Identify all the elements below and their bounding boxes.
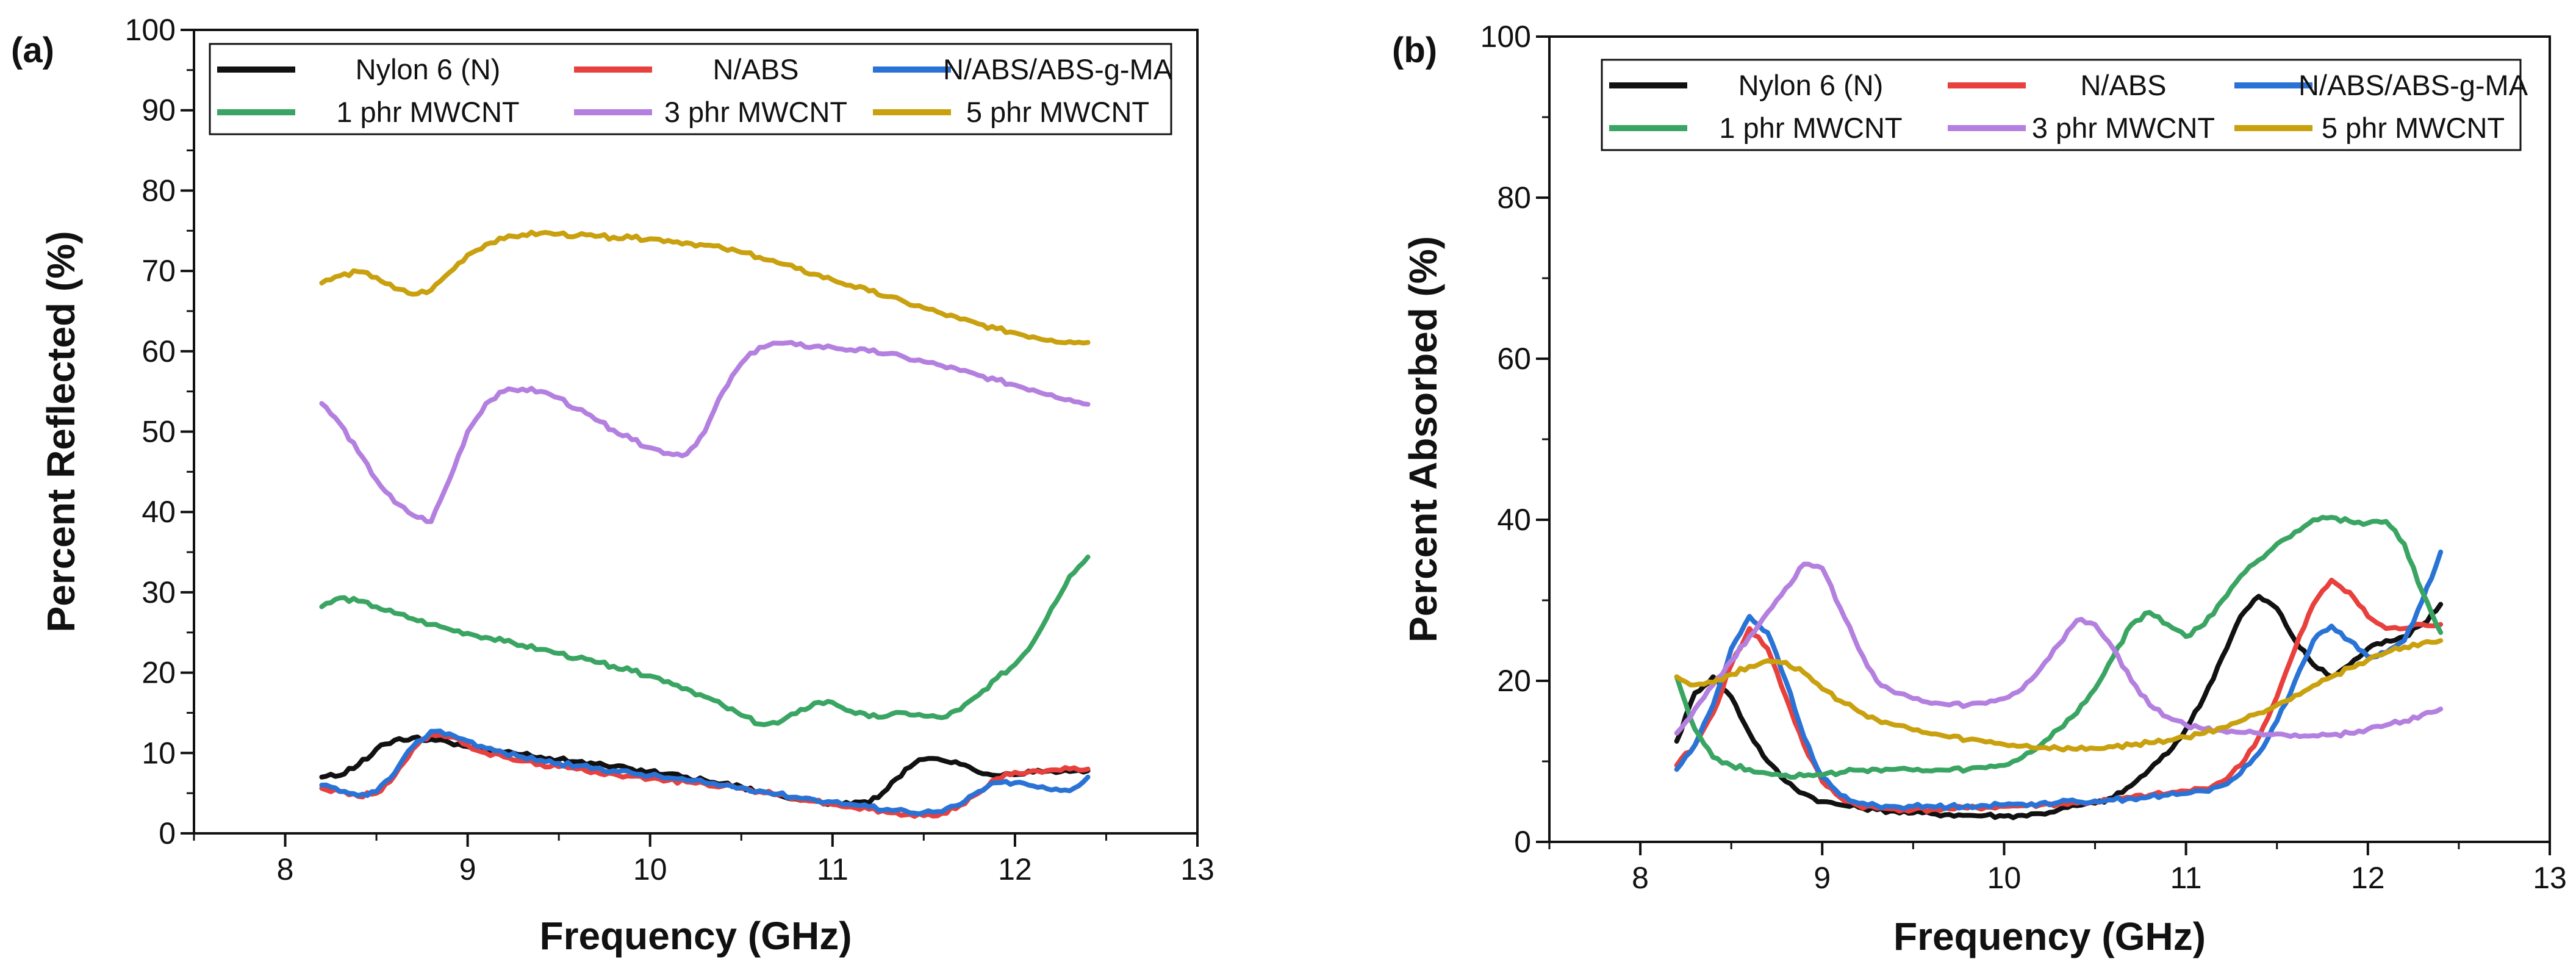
legend-box — [209, 43, 1172, 135]
legend-label-nylon: Nylon 6 (N) — [356, 53, 501, 85]
series-line-p5 — [319, 229, 1091, 346]
series-line-p3 — [319, 340, 1091, 524]
series-line-nylon — [1674, 594, 2444, 821]
y-tick-label: 0 — [159, 816, 176, 850]
legend-box — [1601, 59, 2522, 151]
legend-label-nabsma: N/ABS/ABS-g-MA — [943, 53, 1173, 85]
y-tick-label: 20 — [1497, 664, 1531, 698]
x-tick-label: 12 — [998, 852, 1032, 886]
series-line-nabsma — [1674, 549, 2444, 811]
series-line-nabs — [319, 731, 1091, 819]
y-tick-label: 90 — [142, 93, 176, 128]
series-line-p1 — [319, 555, 1091, 727]
y-tick-label: 50 — [142, 415, 176, 449]
x-tick-label: 11 — [2170, 861, 2202, 895]
series-group — [1674, 515, 2444, 821]
legend-label-p5: 5 phr MWCNT — [966, 96, 1149, 128]
y-tick-label: 30 — [142, 575, 176, 609]
y-tick-label: 60 — [1497, 342, 1531, 376]
y-tick-label: 40 — [1497, 503, 1531, 537]
x-axis-title: Frequency (GHz) — [539, 914, 852, 958]
series-group — [319, 229, 1091, 819]
x-tick-label: 13 — [1180, 852, 1214, 886]
x-tick-label: 11 — [817, 852, 849, 886]
x-tick-label: 8 — [277, 852, 294, 886]
legend-label-p1: 1 phr MWCNT — [1719, 112, 1902, 144]
x-tick-label: 10 — [1987, 861, 2022, 895]
series-line-p3 — [1674, 561, 2444, 739]
series-line-p1 — [1674, 515, 2444, 780]
x-tick-label: 12 — [2351, 861, 2385, 895]
legend-label-nabs: N/ABS — [712, 53, 798, 85]
x-axis-title: Frequency (GHz) — [1893, 914, 2206, 958]
y-tick-label: 60 — [142, 334, 176, 368]
legend-label-nabs: N/ABS — [2080, 69, 2166, 101]
x-tick-label: 9 — [459, 852, 476, 886]
legend-label-nabsma: N/ABS/ABS-g-MA — [2298, 69, 2528, 101]
panel-label: (b) — [1392, 31, 1437, 70]
x-tick-label: 13 — [2533, 861, 2567, 895]
panel-label: (a) — [11, 31, 54, 70]
series-line-nabsma — [319, 728, 1091, 817]
legend: Nylon 6 (N) N/ABS N/ABS/ABS-g-MA 1 phr MWCN… — [1601, 59, 2528, 151]
y-tick-label: 100 — [1480, 20, 1531, 54]
y-tick-label: 10 — [142, 736, 176, 770]
y-tick-label: 100 — [125, 13, 176, 47]
series-line-p5 — [1674, 638, 2444, 753]
legend-label-p3: 3 phr MWCNT — [2032, 112, 2215, 144]
chart-panel-b: (b) 8 9 10 11 12 13 0 20 40 60 80 100 Frequency (GHz)… — [1392, 20, 2567, 958]
plot-frame — [1548, 35, 2551, 843]
y-axis-title: Percent Reflected (%) — [39, 231, 83, 633]
y-tick-label: 20 — [142, 656, 176, 690]
chart-panel-a: (a) 8 9 10 11 12 13 0 10 20 30 40 50 60 70 80 90 100 Frequ… — [11, 13, 1214, 958]
legend-label-p1: 1 phr MWCNT — [336, 96, 519, 128]
x-tick-label: 8 — [1632, 861, 1649, 895]
y-tick-label: 0 — [1514, 825, 1531, 859]
y-tick-label: 70 — [142, 254, 176, 288]
y-axis-title: Percent Absorbed (%) — [1401, 236, 1445, 642]
legend: Nylon 6 (N) N/ABS N/ABS/ABS-g-MA 1 phr MWCN… — [209, 43, 1173, 135]
legend-label-p5: 5 phr MWCNT — [2322, 112, 2505, 144]
y-tick-label: 80 — [1497, 181, 1531, 215]
x-tick-label: 10 — [633, 852, 667, 886]
y-tick-label: 40 — [142, 495, 176, 529]
y-tick-label: 80 — [142, 173, 176, 207]
legend-label-nylon: Nylon 6 (N) — [1738, 69, 1884, 101]
x-tick-label: 9 — [1814, 861, 1831, 895]
plot-frame — [193, 29, 1199, 835]
legend-label-p3: 3 phr MWCNT — [664, 96, 847, 128]
